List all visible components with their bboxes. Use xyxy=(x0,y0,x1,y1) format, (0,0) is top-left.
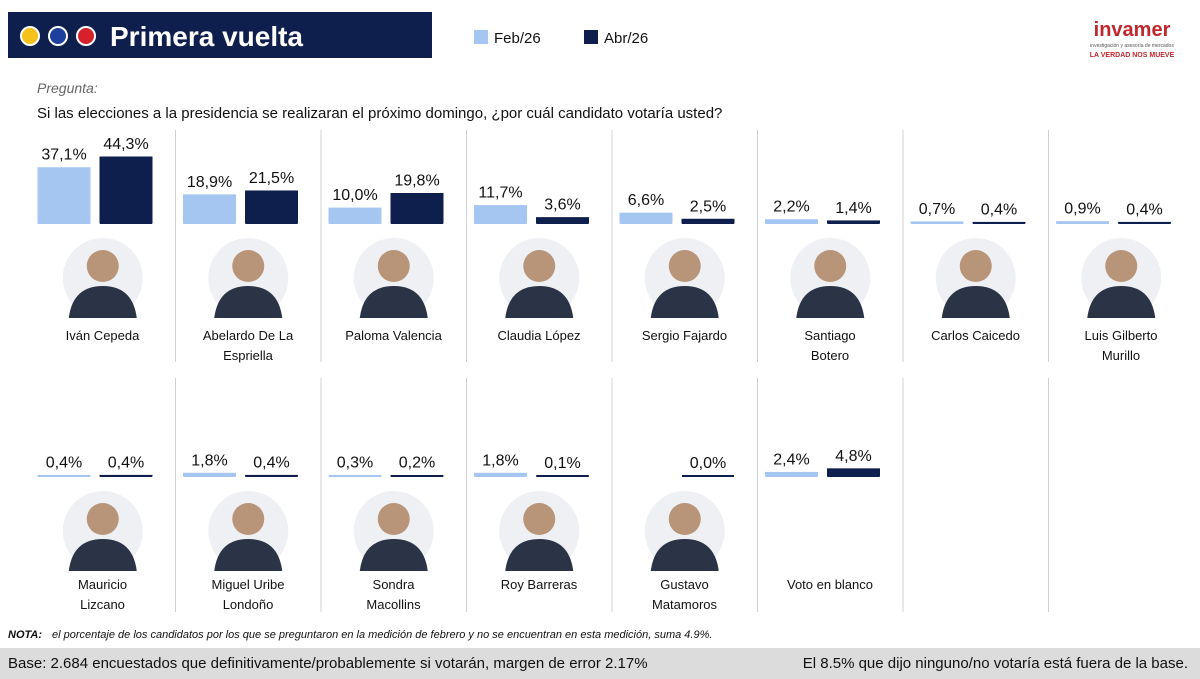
photo-head xyxy=(1105,250,1138,282)
value-label: 0,4% xyxy=(981,201,1017,218)
logo-slogan: LA VERDAD NOS MUEVE xyxy=(1090,52,1175,59)
legend-swatch xyxy=(474,30,488,44)
value-label: 0,4% xyxy=(108,454,144,471)
value-label: 21,5% xyxy=(249,170,294,187)
photo-body xyxy=(214,539,283,571)
value-label: 0,9% xyxy=(1064,201,1100,218)
photo-body xyxy=(359,539,428,571)
photo-body xyxy=(505,539,574,571)
dot xyxy=(20,26,40,46)
photo-head xyxy=(523,503,556,535)
question-label: Pregunta: xyxy=(37,80,98,96)
value-label: 0,7% xyxy=(919,201,955,218)
photo-body xyxy=(505,286,574,318)
value-label: 0,2% xyxy=(399,455,435,472)
photo-body xyxy=(214,286,283,318)
photo-head xyxy=(232,250,265,282)
value-label: 3,6% xyxy=(544,197,580,214)
photo-body xyxy=(650,286,719,318)
bar xyxy=(183,194,236,224)
note-label: NOTA: xyxy=(8,629,42,641)
value-label: 2,5% xyxy=(690,198,726,215)
category-label: Roy Barreras xyxy=(500,577,578,592)
photo-body xyxy=(650,539,719,571)
bar xyxy=(328,207,382,224)
photo-head xyxy=(668,250,701,282)
value-label: 37,1% xyxy=(41,147,86,164)
category-label: Santiago Botero xyxy=(804,328,856,363)
logo-tagline: investigación y asesoría de mercados xyxy=(1090,43,1174,49)
category-label: Abelardo De La Espriella xyxy=(202,328,294,363)
photo-body xyxy=(359,286,428,318)
category-label: Paloma Valencia xyxy=(345,328,442,343)
value-label: 0,4% xyxy=(1126,201,1162,218)
category-label: Iván Cepeda xyxy=(65,328,140,343)
photo-body xyxy=(796,286,865,318)
photo-head xyxy=(959,250,992,282)
photo-body xyxy=(1087,286,1156,318)
footer-band xyxy=(0,648,1200,679)
value-label: 1,8% xyxy=(482,452,518,469)
value-label: 44,3% xyxy=(103,136,148,153)
value-label: 4,8% xyxy=(835,448,871,465)
category-label: Voto en blanco xyxy=(786,577,874,592)
photo-body xyxy=(68,286,137,318)
value-label: 0,4% xyxy=(253,454,289,471)
photo-body xyxy=(941,286,1010,318)
photo-head xyxy=(523,250,556,282)
bar xyxy=(619,212,673,224)
bar xyxy=(245,190,298,224)
category-label: Carlos Caicedo xyxy=(931,328,1020,343)
chart-title: Primera vuelta xyxy=(110,21,303,52)
photo-head xyxy=(814,250,847,282)
photo-head xyxy=(86,503,119,535)
footer-left: Base: 2.684 encuestados que definitivame… xyxy=(8,655,648,672)
photo-head xyxy=(377,250,410,282)
category-label: Gustavo Matamoros xyxy=(651,577,718,612)
legend-label: Abr/26 xyxy=(604,30,648,47)
bar xyxy=(474,205,527,224)
note-text: el porcentaje de los candidatos por los … xyxy=(52,629,712,641)
photo-head xyxy=(668,503,701,535)
footer-right: El 8.5% que dijo ninguno/no votaría está… xyxy=(803,655,1188,672)
dot xyxy=(76,26,96,46)
category-label: Luis Gilberto Murillo xyxy=(1084,328,1158,363)
legend-swatch xyxy=(584,30,598,44)
category-label: Sergio Fajardo xyxy=(641,328,728,343)
photo-head xyxy=(377,503,410,535)
legend-label: Feb/26 xyxy=(494,30,541,47)
value-label: 1,4% xyxy=(835,200,871,217)
photo-head xyxy=(86,250,119,282)
value-label: 11,7% xyxy=(478,185,522,202)
value-label: 2,2% xyxy=(773,199,809,216)
value-label: 1,8% xyxy=(191,452,227,469)
photo-head xyxy=(232,503,265,535)
dot xyxy=(48,26,68,46)
value-label: 19,8% xyxy=(394,173,439,190)
value-label: 0,1% xyxy=(544,455,580,472)
value-label: 0,0% xyxy=(690,455,726,472)
value-label: 10,0% xyxy=(332,187,377,204)
category-label: Sondra Macollins xyxy=(366,577,421,612)
value-label: 0,4% xyxy=(46,454,82,471)
value-label: 0,3% xyxy=(337,455,373,472)
value-label: 2,4% xyxy=(773,451,809,468)
category-label: Claudia López xyxy=(497,328,581,343)
value-label: 6,6% xyxy=(628,192,664,209)
bar xyxy=(99,156,153,224)
bar xyxy=(37,167,91,224)
category-label: Miguel Uribe Londoño xyxy=(211,577,285,612)
bar xyxy=(390,193,444,224)
logo: invamer xyxy=(1094,19,1171,41)
bar xyxy=(827,468,880,477)
question: Si las elecciones a la presidencia se re… xyxy=(37,105,722,122)
photo-body xyxy=(68,539,137,571)
value-label: 18,9% xyxy=(187,174,232,191)
category-label: Mauricio Lizcano xyxy=(77,577,128,612)
